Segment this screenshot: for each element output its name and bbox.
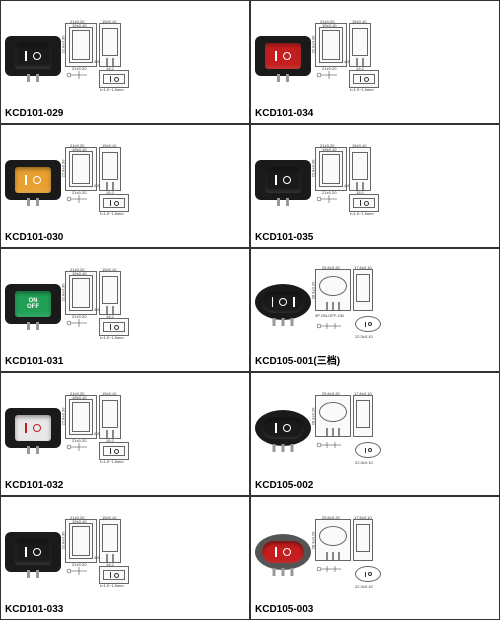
technical-drawing: 21±0.20 19±0.10 22.8±0.30 21±0.20 15±0.1… xyxy=(315,147,495,212)
product-id: KCD101-035 xyxy=(255,232,495,243)
switch-render xyxy=(255,284,311,320)
product-cell: 25.6±0.20 28.3±0.20 17.6±0.10 22.3±0.10 xyxy=(250,372,500,496)
technical-drawing: 25.6±0.20 28.3±0.20 17.6±0.10 22.3±0.10 xyxy=(315,395,495,460)
product-cell: 21±0.20 19±0.10 22.8±0.30 21±0.20 15±0.1… xyxy=(250,0,500,124)
product-cell: 25.6±0.20 28.3±0.20 3P ON-OFF-ON 17.6±0.… xyxy=(250,248,500,372)
product-id: KCD101-031 xyxy=(5,356,245,367)
product-id: KCD101-034 xyxy=(255,108,495,119)
product-id: KCD101-029 xyxy=(5,108,245,119)
technical-drawing: 21±0.20 19±0.10 22.8±0.30 21±0.20 15±0.1… xyxy=(65,271,245,336)
switch-render xyxy=(5,36,61,76)
product-id: KCD101-032 xyxy=(5,480,245,491)
product-id: KCD101-033 xyxy=(5,604,245,615)
technical-drawing: 21±0.20 19±0.10 22.8±0.30 21±0.20 15±0.1… xyxy=(65,147,245,212)
product-id: KCD101-030 xyxy=(5,232,245,243)
switch-render xyxy=(5,160,61,200)
switch-render xyxy=(5,408,61,448)
switch-render: ONOFF xyxy=(5,284,61,324)
switch-render xyxy=(255,410,311,446)
technical-drawing: 25.6±0.20 28.3±0.20 3P ON-OFF-ON 17.6±0.… xyxy=(315,269,495,334)
switch-render xyxy=(255,160,311,200)
technical-drawing: 21±0.20 19±0.10 22.8±0.30 21±0.20 15±0.1… xyxy=(65,395,245,460)
product-grid: 21±0.20 19±0.10 22.8±0.30 21±0.20 15±0.1… xyxy=(0,0,500,620)
product-cell: 21±0.20 19±0.10 22.8±0.30 21±0.20 15±0.1… xyxy=(0,372,250,496)
product-id: KCD105-001(三档) xyxy=(255,352,495,367)
switch-render xyxy=(5,532,61,572)
product-cell: ONOFF 21±0.20 19±0.10 22.8±0.30 21±0.20 … xyxy=(0,248,250,372)
product-cell: 21±0.20 19±0.10 22.8±0.30 21±0.20 15±0.1… xyxy=(250,124,500,248)
product-cell: 21±0.20 19±0.10 22.8±0.30 21±0.20 15±0.1… xyxy=(0,124,250,248)
technical-drawing: 25.6±0.20 28.3±0.20 17.6±0.10 22.3±0.10 xyxy=(315,519,495,584)
technical-drawing: 21±0.20 19±0.10 22.8±0.30 21±0.20 15±0.1… xyxy=(315,23,495,88)
switch-render xyxy=(255,534,311,570)
product-cell: 21±0.20 19±0.10 22.8±0.30 21±0.20 15±0.1… xyxy=(0,496,250,620)
technical-drawing: 21±0.20 19±0.10 22.8±0.30 21±0.20 15±0.1… xyxy=(65,23,245,88)
product-id: KCD105-003 xyxy=(255,604,495,615)
product-cell: 25.6±0.20 28.3±0.20 17.6±0.10 22.3±0.10 xyxy=(250,496,500,620)
switch-render xyxy=(255,36,311,76)
technical-drawing: 21±0.20 19±0.10 22.8±0.30 21±0.20 15±0.1… xyxy=(65,519,245,584)
product-cell: 21±0.20 19±0.10 22.8±0.30 21±0.20 15±0.1… xyxy=(0,0,250,124)
product-id: KCD105-002 xyxy=(255,480,495,491)
